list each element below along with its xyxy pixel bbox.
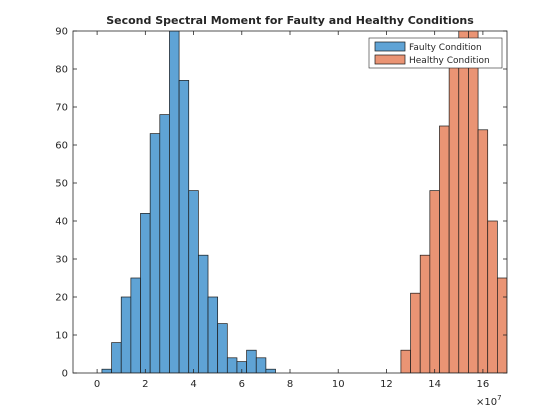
histogram-bar <box>265 368 276 373</box>
chart-title: Second Spectral Moment for Faulty and He… <box>106 14 474 27</box>
histogram-bar <box>159 114 170 373</box>
y-tick-label: 20 <box>55 293 68 304</box>
y-tick-label: 40 <box>55 217 68 228</box>
x-axis: 0 2 4 6 8 10 12 14 16 <box>94 31 489 390</box>
histogram-bar <box>101 368 112 373</box>
x-tick-label: 16 <box>477 379 490 390</box>
histogram-bar <box>140 213 151 373</box>
x-tick-label: 12 <box>380 379 393 390</box>
histogram-bar <box>207 296 219 373</box>
histogram-bar <box>246 349 257 373</box>
histogram-bar <box>217 323 228 373</box>
histogram-bar <box>487 220 498 373</box>
histogram-bar <box>149 133 161 373</box>
x-tick-label: 0 <box>94 379 100 390</box>
y-tick-label: 50 <box>55 179 68 190</box>
histogram-bar <box>169 31 180 373</box>
axes-box <box>72 30 508 374</box>
histogram-bar <box>419 254 431 373</box>
x-tick-label: 8 <box>287 379 293 390</box>
histogram-bar <box>506 334 507 373</box>
histogram-bar <box>517 362 527 373</box>
x-exponent-label: ×107 <box>476 394 502 408</box>
y-tick-label: 90 <box>55 27 68 38</box>
plot-area <box>101 31 527 373</box>
histogram-bar <box>198 254 209 373</box>
x-tick-label: 4 <box>190 379 196 390</box>
y-tick-label: 0 <box>62 369 68 380</box>
histogram-bar <box>497 277 507 373</box>
histogram-bar <box>477 129 489 373</box>
histogram-bar <box>429 190 440 373</box>
histogram-bar <box>410 292 421 373</box>
histogram-bar <box>255 357 267 373</box>
histogram-bar <box>400 349 411 373</box>
legend-entry: Faulty Condition <box>409 43 482 53</box>
y-axis: 0 10 20 30 40 50 60 70 80 90 <box>55 27 507 380</box>
legend: Faulty Condition Healthy Condition <box>368 37 503 69</box>
histogram-bar <box>188 190 199 373</box>
y-tick-label: 80 <box>55 65 68 76</box>
histogram-bar <box>448 64 460 373</box>
y-tick-label: 70 <box>55 103 68 114</box>
legend-swatch <box>374 54 406 65</box>
histogram-bar <box>130 277 141 373</box>
x-tick-label: 10 <box>332 379 345 390</box>
legend-swatch <box>374 41 406 52</box>
histogram-bar <box>111 342 122 373</box>
y-tick-label: 60 <box>55 141 68 152</box>
x-tick-label: 2 <box>142 379 148 390</box>
legend-entry: Healthy Condition <box>409 56 490 66</box>
x-tick-label: 14 <box>428 379 441 390</box>
histogram-bar <box>178 80 190 373</box>
y-tick-label: 30 <box>55 255 68 266</box>
histogram-bar <box>120 296 132 373</box>
histogram-bar <box>439 125 450 373</box>
x-tick-label: 6 <box>239 379 245 390</box>
y-tick-label: 10 <box>55 331 68 342</box>
histogram-bar <box>226 357 238 373</box>
